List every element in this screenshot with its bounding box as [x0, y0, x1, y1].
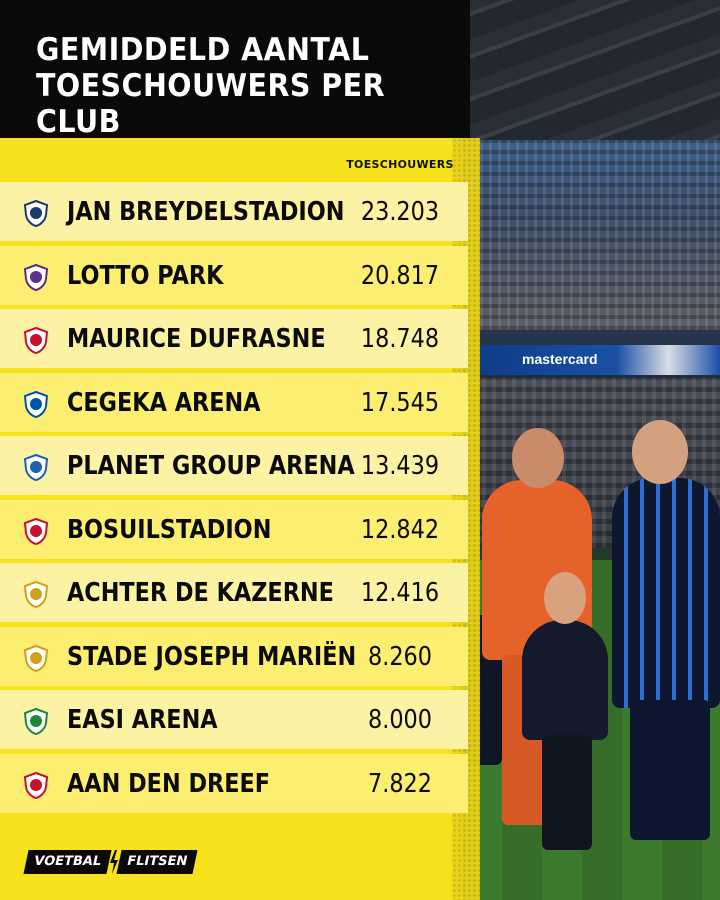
stadium-name: LOTTO PARK [67, 260, 224, 291]
table-row: CEGEKA ARENA 17.545 [0, 372, 470, 437]
genk-crest-icon [22, 390, 50, 418]
stadium-name: JAN BREYDELSTADION [67, 197, 345, 227]
kaa-gent-crest-icon [22, 453, 50, 481]
table-row: MAURICE DUFRASNE 18.748 [0, 309, 470, 373]
raal-crest-icon [22, 707, 50, 735]
title-line-1: GEMIDDELD AANTAL [36, 32, 370, 68]
stadium-name: EASI ARENA [67, 705, 218, 735]
stadium-name: AAN DEN DREEF [67, 768, 271, 799]
row-band [0, 182, 468, 241]
union-sg-crest-icon [22, 644, 50, 672]
row-band [0, 563, 468, 622]
lightning-bolt-icon [109, 850, 118, 874]
attendance-value: 23.203 [360, 197, 440, 227]
striped-kit-player-legs [630, 700, 710, 840]
brand-part-2: FLITSEN [116, 850, 198, 874]
stadium-name: PLANET GROUP ARENA [67, 451, 355, 481]
stadium-name: BOSUILSTADION [67, 514, 272, 545]
table-row: STADE JOSEPH MARIËN 8.260 [0, 626, 470, 691]
attendance-value: 8.000 [367, 705, 433, 735]
attendance-value: 12.416 [360, 578, 440, 608]
attendance-value: 17.545 [360, 387, 440, 418]
attendance-value: 13.439 [360, 451, 440, 481]
table-row: LOTTO PARK 20.817 [0, 245, 470, 310]
column-header-toeschouwers: TOESCHOUWERS [346, 158, 454, 171]
antwerp-crest-icon [22, 517, 50, 545]
table-row: EASI ARENA 8.000 [0, 690, 470, 754]
row-band [0, 499, 468, 559]
stadium-name: MAURICE DUFRASNE [67, 324, 326, 354]
goalkeeper-head [512, 428, 564, 488]
mechelen-crest-icon [22, 580, 50, 608]
table-row: AAN DEN DREEF 7.822 [0, 753, 470, 818]
row-band [0, 372, 468, 432]
attendance-value: 12.842 [360, 514, 440, 545]
stadium-photo: mastercard [462, 0, 720, 900]
attendance-value: 7.822 [367, 768, 433, 799]
sponsor-board-text: mastercard [522, 351, 598, 367]
stadium-roof [462, 0, 720, 140]
brand-part-1: VOETBAL [23, 850, 112, 874]
row-band [0, 626, 468, 686]
title-line-2: TOESCHOUWERS PER CLUB [36, 68, 386, 140]
row-band [0, 753, 468, 813]
table-row: JAN BREYDELSTADION 23.203 [0, 182, 470, 246]
table-row: BOSUILSTADION 12.842 [0, 499, 470, 564]
sponsor-board [462, 345, 720, 375]
voetbalflitsen-logo: VOETBAL FLITSEN [23, 849, 198, 875]
attendance-value: 18.748 [360, 324, 440, 354]
title-header: GEMIDDELD AANTAL TOESCHOUWERS PER CLUB [0, 0, 470, 140]
club-brugge-crest-icon [22, 199, 50, 227]
upper-stand-crowd [462, 140, 720, 330]
child-mascot-legs [542, 735, 592, 850]
row-band [0, 690, 468, 749]
ohl-crest-icon [22, 771, 50, 799]
stadium-name: ACHTER DE KAZERNE [67, 578, 334, 608]
child-mascot-head [544, 572, 586, 624]
anderlecht-crest-icon [22, 263, 50, 291]
table-row: PLANET GROUP ARENA 13.439 [0, 436, 470, 500]
child-mascot [522, 620, 608, 740]
striped-kit-player [612, 478, 720, 708]
attendance-value: 8.260 [367, 641, 433, 672]
standard-crest-icon [22, 326, 50, 354]
striped-kit-player-head [632, 420, 688, 484]
attendance-value: 20.817 [360, 260, 440, 291]
table-row: ACHTER DE KAZERNE 12.416 [0, 563, 470, 627]
ranking-table: JAN BREYDELSTADION 23.203 LOTTO PARK 20.817… [0, 182, 470, 817]
row-band [0, 309, 468, 368]
row-band [0, 436, 468, 495]
stadium-name: CEGEKA ARENA [67, 387, 261, 418]
page-title: GEMIDDELD AANTAL TOESCHOUWERS PER CLUB [36, 32, 422, 140]
row-band [0, 245, 468, 305]
stadium-name: STADE JOSEPH MARIËN [67, 641, 357, 672]
